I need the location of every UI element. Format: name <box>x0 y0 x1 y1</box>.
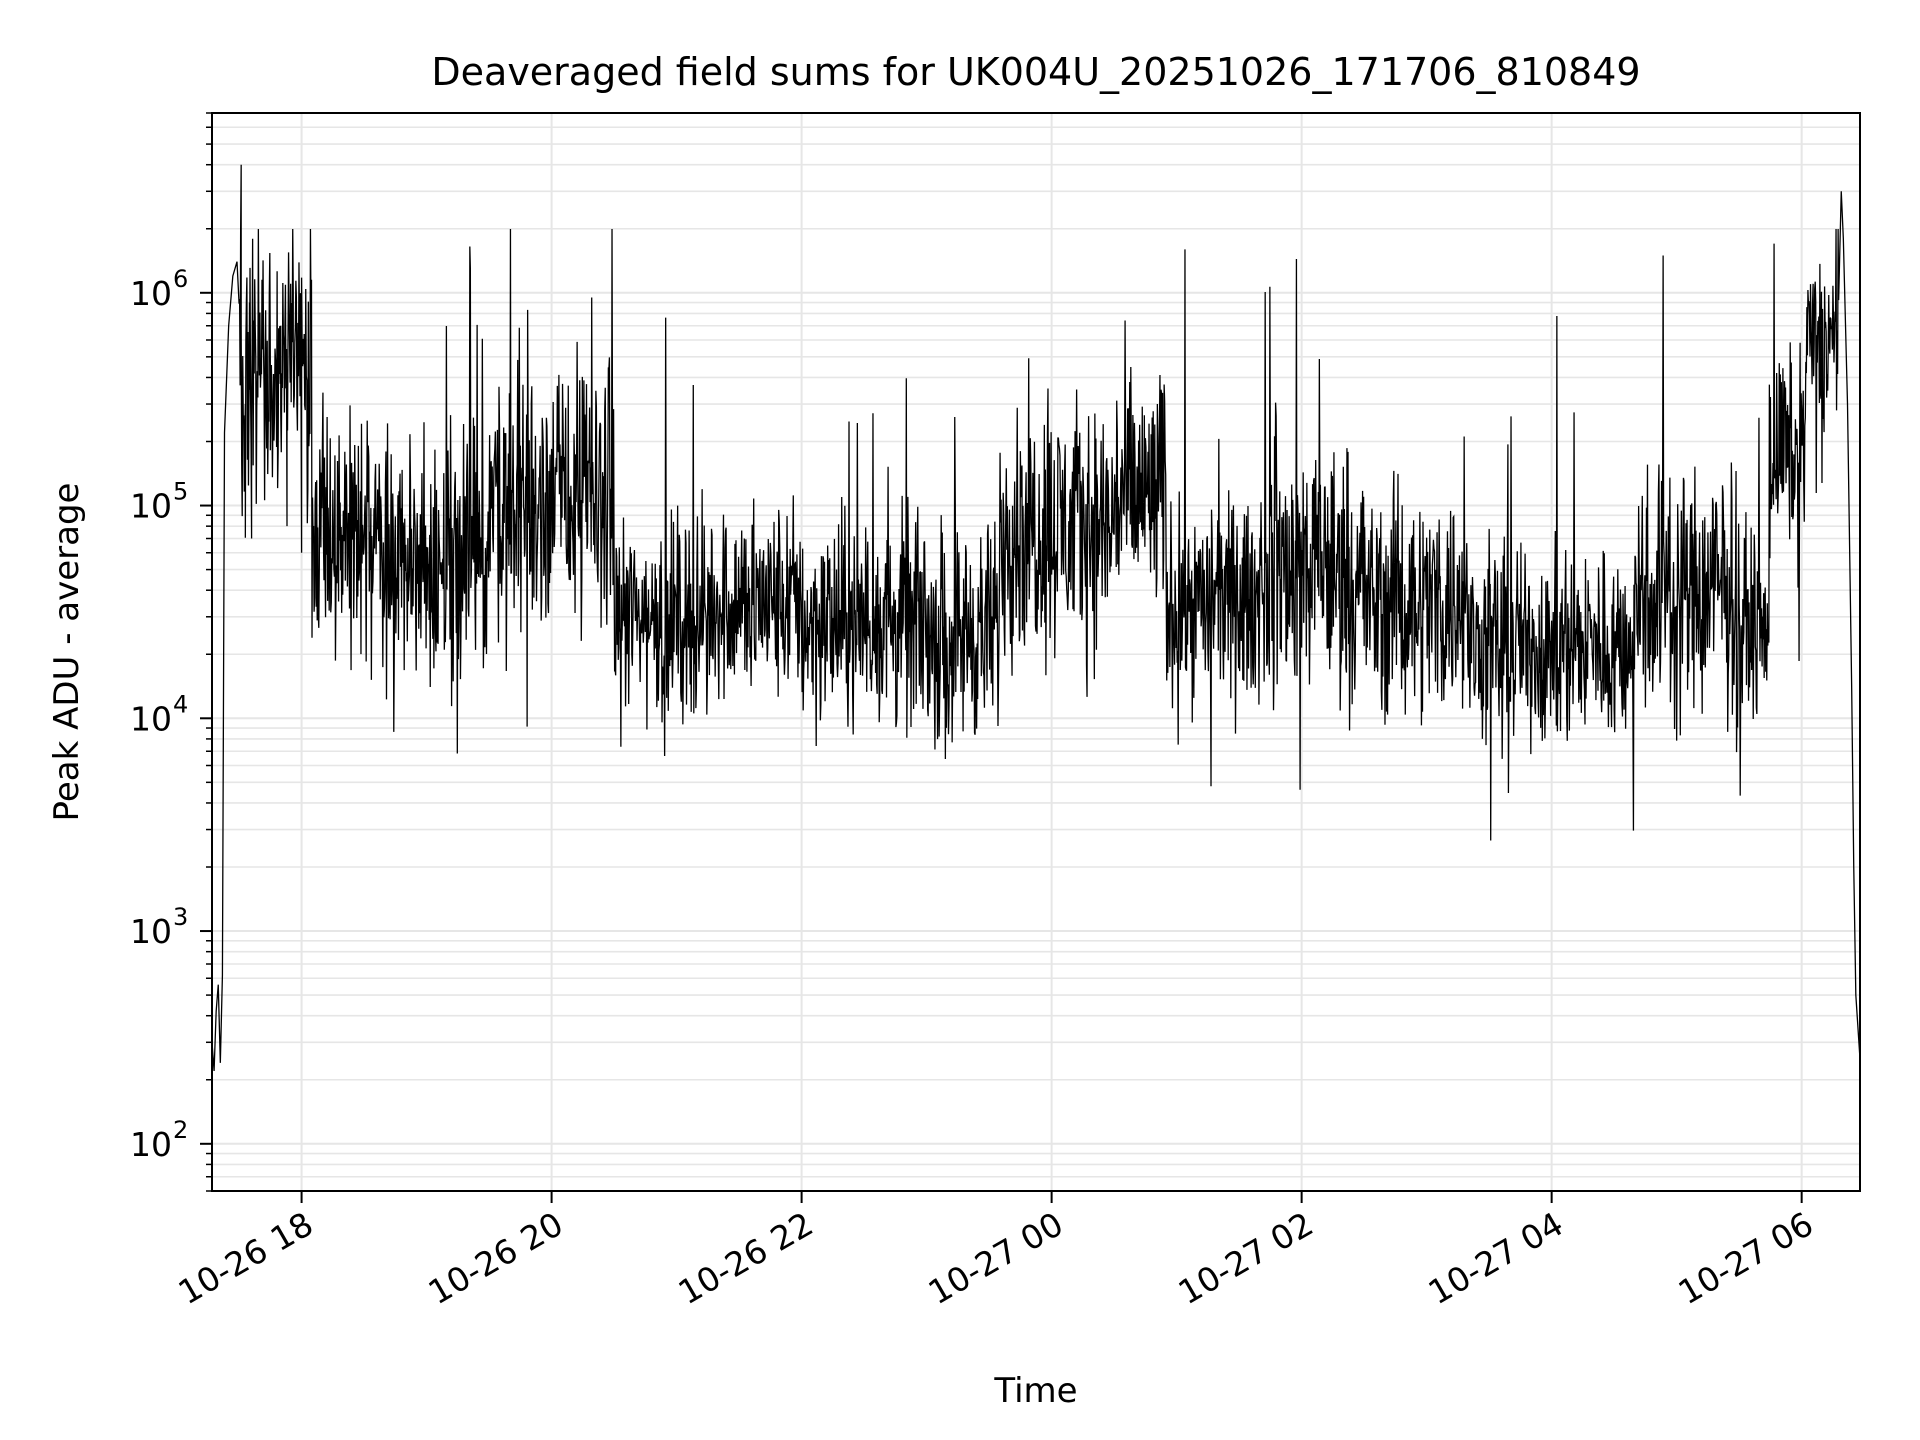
x-tick-label: 10-26 18 <box>172 1204 320 1312</box>
x-tick-label: 10-27 06 <box>1672 1204 1820 1312</box>
y-tick-exponent: 4 <box>173 690 188 718</box>
y-tick-label: 10 <box>130 699 172 738</box>
x-tick-label: 10-26 22 <box>672 1204 820 1312</box>
series-line <box>211 164 1861 1071</box>
y-tick-label: 10 <box>130 487 172 526</box>
x-tick-label: 10-26 20 <box>422 1204 570 1312</box>
y-tick-label: 10 <box>130 1125 172 1164</box>
grid-layer <box>212 112 1860 1192</box>
y-tick-exponent: 2 <box>173 1116 188 1144</box>
plot-frame <box>211 112 1861 1192</box>
y-tick-label: 10 <box>130 274 172 313</box>
x-tick-label: 10-27 00 <box>922 1204 1070 1312</box>
y-tick-label: 10 <box>130 912 172 951</box>
y-tick-exponent: 6 <box>173 265 188 293</box>
x-axis-label: Time <box>993 1371 1077 1411</box>
x-tick-label: 10-27 02 <box>1172 1204 1320 1312</box>
x-tick-label: 10-27 04 <box>1422 1204 1570 1312</box>
y-axis-label: Peak ADU - average <box>47 483 87 822</box>
y-tick-exponent: 5 <box>173 478 188 506</box>
y-tick-exponent: 3 <box>173 903 188 931</box>
chart-title: Deaveraged field sums for UK004U_2025102… <box>431 50 1640 94</box>
data-layer <box>211 164 1861 1071</box>
